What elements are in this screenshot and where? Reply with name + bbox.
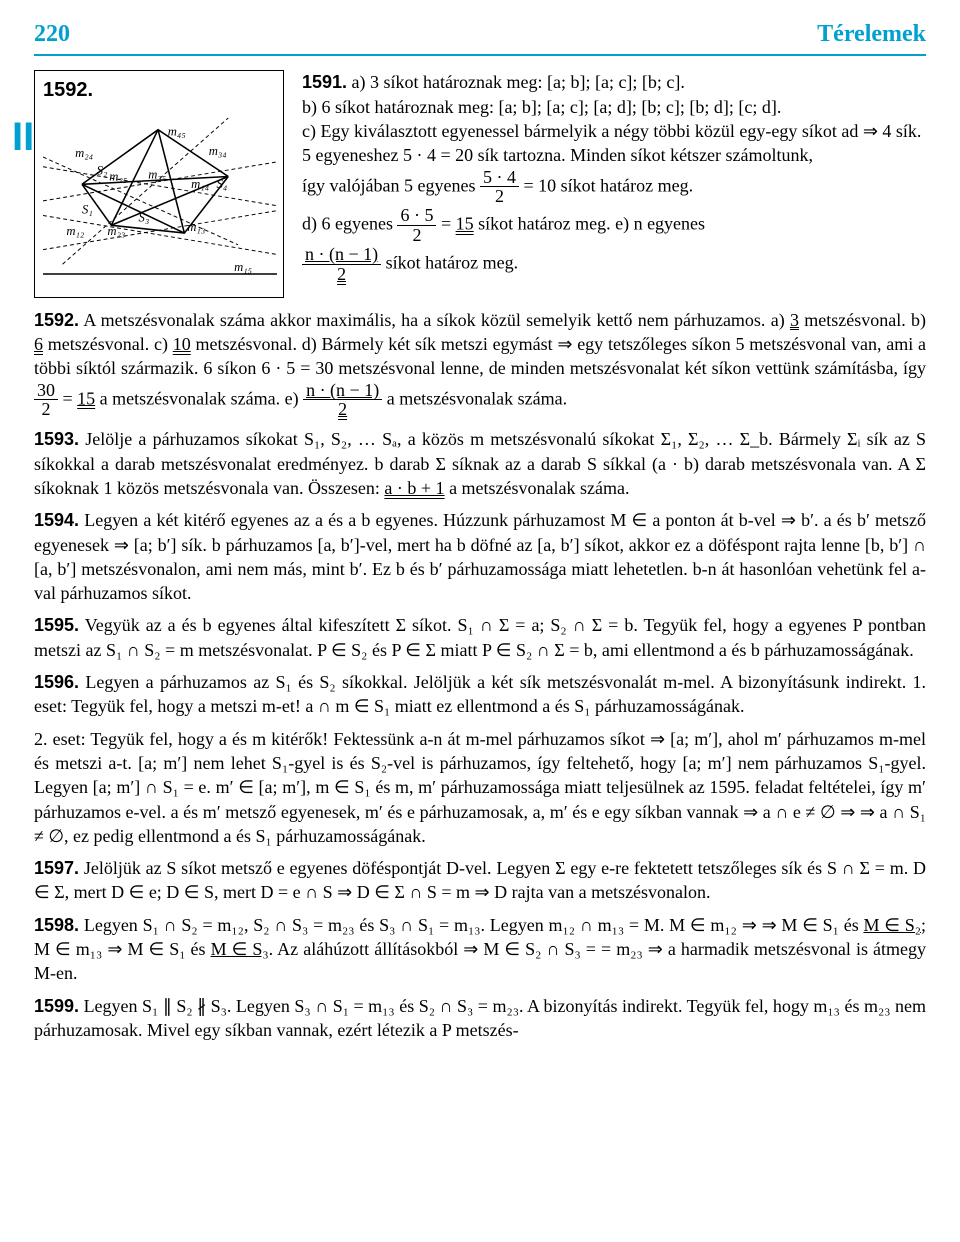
- p1592-body: A metszésvonalak száma akkor maximális, …: [83, 310, 790, 330]
- label-s1: S₁: [82, 203, 93, 217]
- figure-1592-box: 1592.: [34, 70, 284, 297]
- p1591-e2: síkot határoz meg.: [386, 253, 518, 273]
- p1591-c: c) Egy kiválasztott egyenessel bármelyik…: [302, 119, 926, 168]
- frac-30-over-2: 30 2: [34, 381, 58, 420]
- p1592-a2: metszésvonal. b): [799, 310, 926, 330]
- section-title: Térelemek: [817, 18, 926, 50]
- p1595-body: Vegyük az a és b egyenes által kifeszíte…: [34, 615, 926, 659]
- label-m34: m₃₄: [209, 144, 227, 158]
- exnum-1591: 1591.: [302, 72, 347, 92]
- p1592-e2: a metszésvonalak száma.: [382, 388, 567, 408]
- p1592-c-uu: 10: [173, 334, 191, 354]
- p1591-b: b) 6 síkot határoznak meg: [a; b]; [a; c…: [302, 95, 926, 119]
- p1591-d2-uu: 15: [456, 214, 474, 234]
- solution-1596: 1596. Legyen a párhuzamos az S₁ és S₂ sí…: [34, 670, 926, 719]
- p1592-a-uu: 3: [790, 310, 799, 330]
- p1592-b-uu: 6: [34, 334, 43, 354]
- exnum-1598: 1598.: [34, 915, 79, 935]
- label-m13: m₁₃: [187, 220, 205, 234]
- p1591-c2b: = 10 síkot határoz meg.: [523, 175, 693, 195]
- label-m14: m₁₄: [191, 178, 209, 192]
- p1591-a: a) 3 síkot határoznak meg: [a; b]; [a; c…: [352, 72, 685, 92]
- label-m35: m₃₅: [148, 168, 166, 182]
- p1594-body: Legyen a két kitérő egyenes az a és a b …: [34, 510, 926, 603]
- solution-1598: 1598. Legyen S₁ ∩ S₂ = m₁₂, S₂ ∩ S₃ = m₂…: [34, 913, 926, 986]
- page-header: 220 Térelemek: [34, 0, 926, 56]
- p1592-b2: metszésvonal. c): [43, 334, 173, 354]
- chapter-marker: II: [12, 110, 34, 164]
- exnum-1597: 1597.: [34, 858, 79, 878]
- solution-1597: 1597. Jelöljük az S síkot metsző e egyen…: [34, 856, 926, 905]
- solution-1591: 1591. a) 3 síkot határoznak meg: [a; b];…: [302, 70, 926, 284]
- solution-1596-case2: 2. eset: Tegyük fel, hogy a és m kitérők…: [34, 727, 926, 848]
- p1591-c2a: így valójában 5 egyenes: [302, 175, 475, 195]
- p1598-t1: Legyen S₁ ∩ S₂ = m₁₂, S₂ ∩ S₃ = m₂₃ és S…: [84, 915, 757, 935]
- p1596-body: Legyen a párhuzamos az S₁ és S₂ síkokkal…: [34, 672, 926, 716]
- label-s4: S₄: [217, 178, 228, 192]
- p1599-body: Legyen S₁ ∥ S₂ ∦ S₃. Legyen S₃ ∩ S₁ = m₁…: [34, 996, 926, 1040]
- exnum-1594: 1594.: [34, 510, 79, 530]
- p1591-d3: síkot határoz meg. e) n egyenes: [474, 214, 705, 234]
- label-m12: m₁₂: [66, 224, 85, 238]
- figure-label: 1592.: [43, 79, 93, 101]
- p1598-t2: ⇒ M ∈ S₁ és: [762, 915, 864, 935]
- p1592-d2-uu: 15: [77, 388, 95, 408]
- p1593-tail: a metszésvonalak száma.: [445, 478, 630, 498]
- p1598-u1: M ∈ S₂: [863, 915, 921, 935]
- solution-1595: 1595. Vegyük az a és b egyenes által kif…: [34, 613, 926, 662]
- p1591-d2: =: [441, 214, 456, 234]
- p1597-body: Jelöljük az S síkot metsző e egyenes döf…: [34, 858, 926, 902]
- p1593-ans: a · b + 1: [384, 478, 444, 498]
- frac-n-n-1-over-2-b: n · (n − 1) 2: [303, 381, 382, 420]
- figure-1592-svg: S₂ S₁ S₃ S₄ m₄₅ m₃₄ m₂₄ m₂₅ m₃₅ m₁₄ m₁₂ …: [43, 108, 277, 284]
- label-s3: S₃: [139, 211, 150, 225]
- label-m45: m₄₅: [168, 125, 186, 139]
- solution-1592: 1592. A metszésvonalak száma akkor maxim…: [34, 308, 926, 420]
- frac-n-n-1-over-2-a: n · (n − 1) 2: [302, 245, 381, 284]
- p1598-u2: M ∈ S₃: [211, 939, 269, 959]
- label-s2: S₂: [97, 164, 108, 178]
- solution-1599: 1599. Legyen S₁ ∥ S₂ ∦ S₃. Legyen S₃ ∩ S…: [34, 994, 926, 1043]
- p1592-d2a: =: [58, 388, 77, 408]
- exnum-1596: 1596.: [34, 672, 79, 692]
- exnum-1593: 1593.: [34, 429, 79, 449]
- solution-1593: 1593. Jelölje a párhuzamos síkokat S₁, S…: [34, 427, 926, 500]
- frac-6-5-over-2: 6 · 5 2: [397, 206, 436, 245]
- exnum-1592: 1592.: [34, 310, 79, 330]
- p1591-d1: d) 6 egyenes: [302, 214, 393, 234]
- solution-1594: 1594. Legyen a két kitérő egyenes az a é…: [34, 508, 926, 605]
- exnum-1595: 1595.: [34, 615, 79, 635]
- p1592-d3: a metszésvonalak száma. e): [95, 388, 303, 408]
- p1598-t4: . Az aláhúzott állításokból ⇒ M ∈ S₂ ∩ S…: [269, 939, 601, 959]
- label-m15: m₁₅: [234, 260, 252, 274]
- label-m23: m₂₃: [107, 224, 125, 238]
- page-number: 220: [34, 18, 70, 50]
- label-m24: m₂₄: [75, 146, 93, 160]
- exnum-1599: 1599.: [34, 996, 79, 1016]
- frac-5-4-over-2: 5 · 4 2: [480, 168, 519, 207]
- label-m25: m₂₅: [109, 170, 127, 184]
